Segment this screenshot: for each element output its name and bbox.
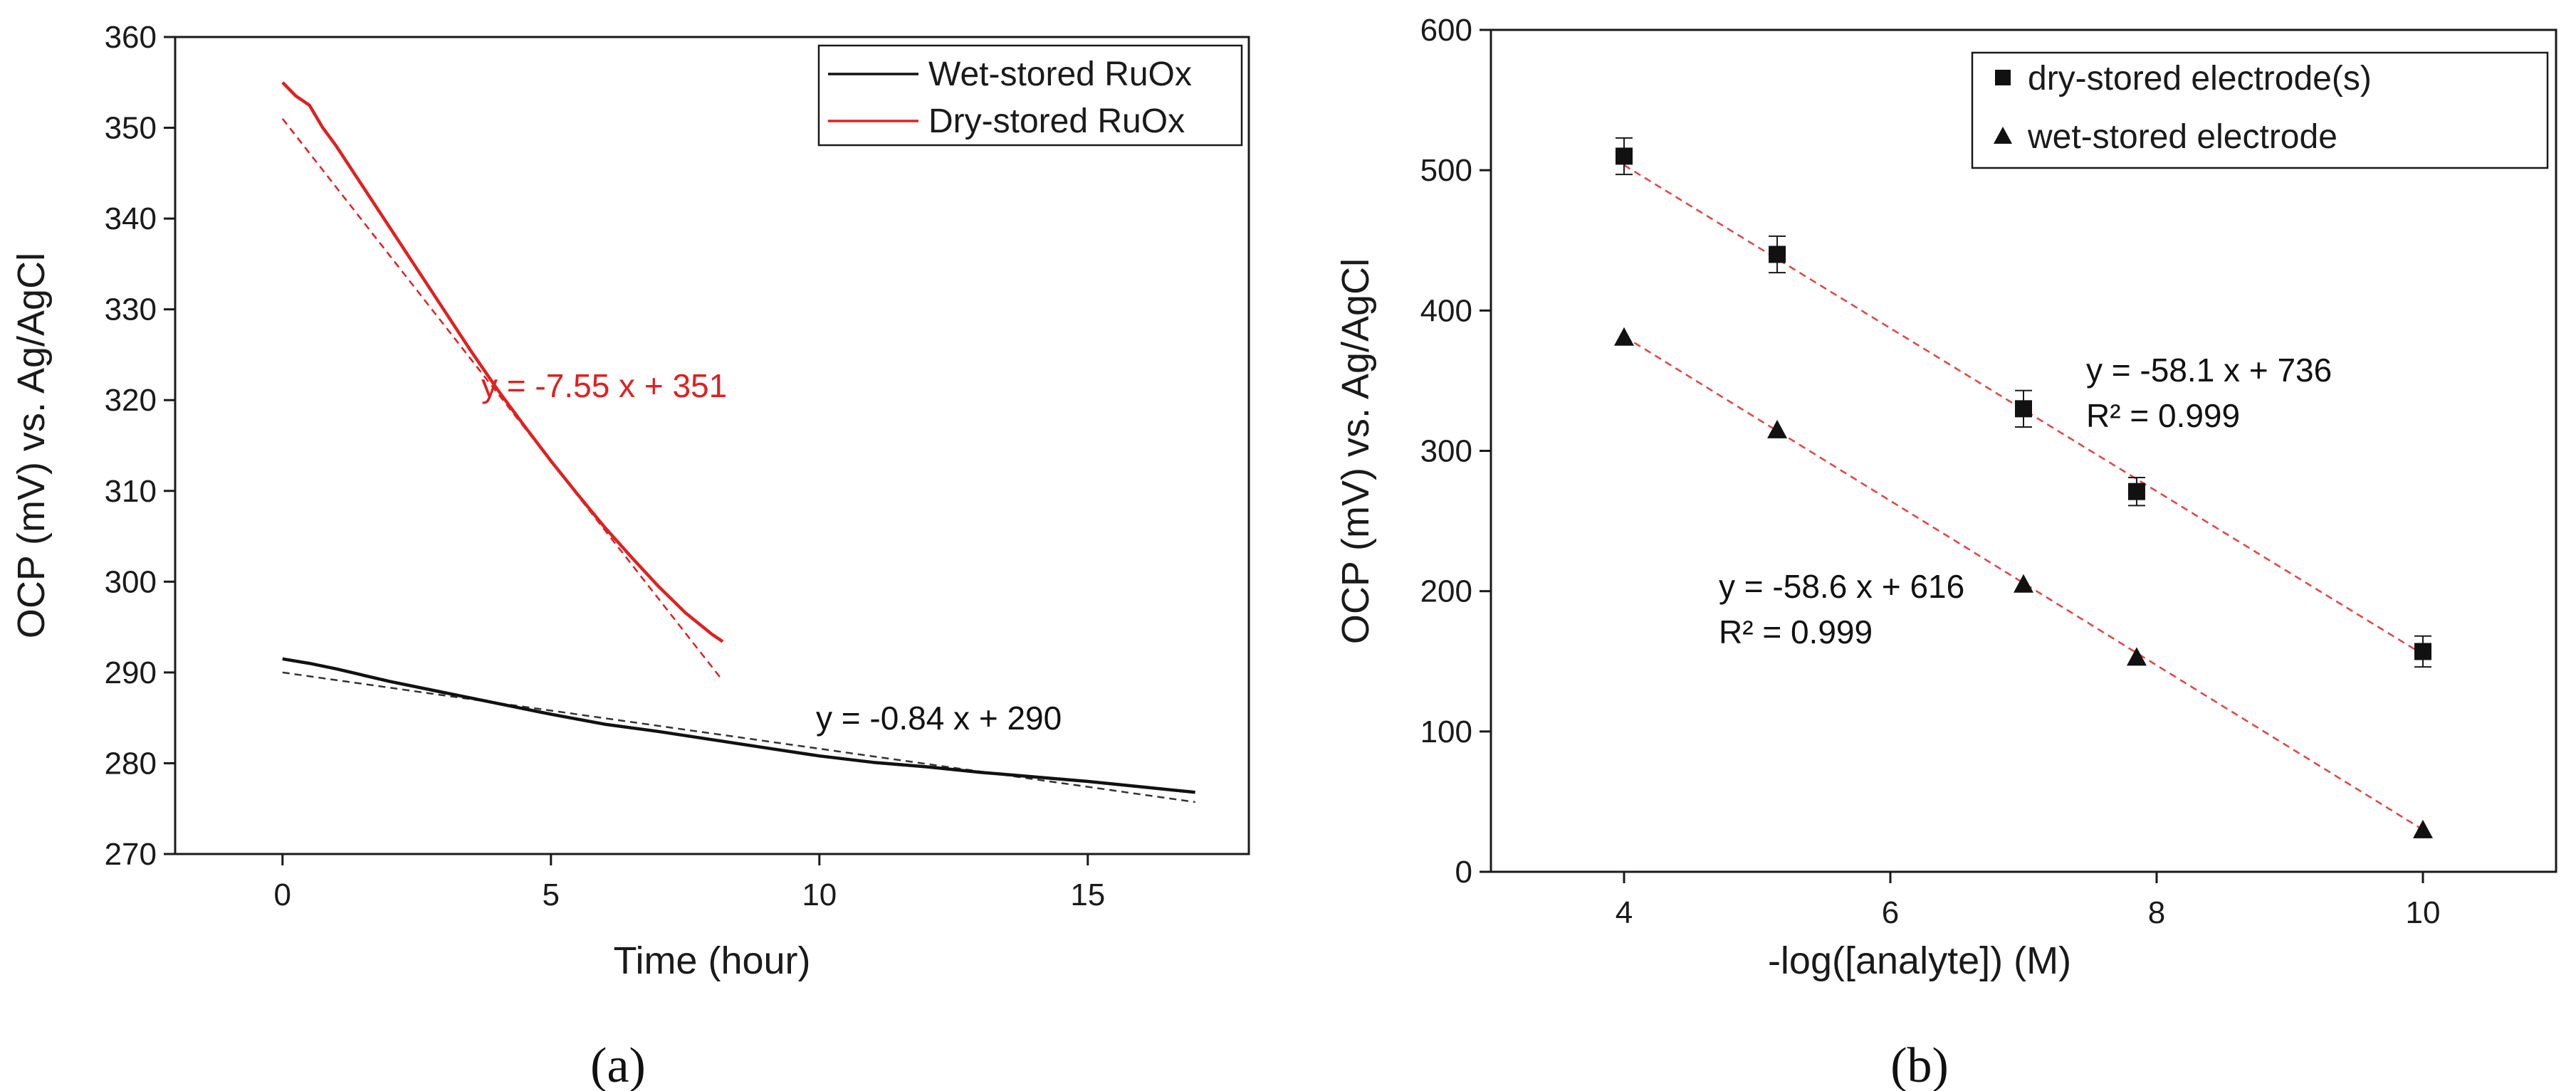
- panel-a-y-tick-label: 350: [105, 111, 157, 146]
- panel-a-fit-line-0: [282, 671, 1195, 803]
- panel-b-point-square: [1769, 246, 1786, 263]
- panel-b-fit-r2-wet: R² = 0.999: [1719, 613, 1873, 650]
- panel-b-legend-box: [1971, 51, 2549, 169]
- panel-b-x-tick-label: 6: [1882, 895, 1899, 930]
- panel-b-legend-label-dry: dry-stored electrode(s): [2028, 60, 2372, 97]
- panel-a-marks: [281, 81, 1195, 803]
- panel-b-y-tick-label: 500: [1420, 153, 1472, 188]
- panel-b-x-tick-label: 8: [2148, 895, 2165, 930]
- panel-b-marks: [1614, 137, 2433, 838]
- panel-b-y-tick-label: 0: [1455, 855, 1472, 890]
- panel-a-y-tick-label: 320: [105, 383, 157, 418]
- panel-a-x-tick-label: 10: [802, 877, 837, 912]
- panel-b-point-square: [2127, 483, 2145, 500]
- panel-b-point-square: [1616, 147, 1633, 165]
- panel-b-point-triangle: [2014, 574, 2033, 593]
- panel-a-legend: Wet-stored RuOx Dry-stored RuOx: [817, 44, 1243, 147]
- panel-a-y-tick-label: 280: [105, 746, 157, 781]
- panel-a-x-tick-label: 0: [274, 877, 291, 912]
- panel-a-y-tick-label: 310: [105, 474, 157, 509]
- panel-b-point-triangle: [2126, 647, 2147, 666]
- panel-a-x-axis-title: Time (hour): [613, 939, 810, 982]
- panel-b-y-axis-title: OCP (mV) vs. Ag/AgCl: [1334, 258, 1377, 644]
- panel-b-y-tick-label: 100: [1420, 715, 1472, 749]
- panel-a-axes: 0 5 10 15 270 280 290 300 310 320 330 340 350 360: [105, 20, 1106, 912]
- panel-b-point-triangle: [2413, 819, 2433, 838]
- panel-a-legend-label-wet: Wet-stored RuOx: [928, 56, 1192, 93]
- panel-b-fit-r2-dry: R² = 0.999: [2086, 397, 2240, 434]
- panel-a-fit-equation-dry: y = -7.55 x + 351: [481, 367, 727, 404]
- panel-a-legend-box: [817, 44, 1243, 147]
- panel-a-series-line-1: [281, 81, 724, 643]
- panel-b-y-tick-label: 300: [1420, 434, 1472, 469]
- panel-a-y-tick-label: 300: [105, 564, 157, 599]
- panel-b-fit-equation-dry: y = -58.1 x + 736: [2086, 352, 2332, 389]
- panel-b-x-tick-label: 4: [1616, 895, 1633, 930]
- panel-b-y-tick-label: 400: [1420, 293, 1472, 328]
- panel-b-legend-label-wet: wet-stored electrode: [2027, 118, 2337, 156]
- panel-b-point-triangle: [1614, 327, 1634, 346]
- panel-b-x-tick-label: 10: [2406, 895, 2441, 930]
- panel-a-x-tick-label: 5: [543, 877, 560, 912]
- panel-b-point-square: [2414, 643, 2431, 660]
- panel-a-fit-equation-wet: y = -0.84 x + 290: [816, 700, 1062, 737]
- panel-b-legend: dry-stored electrode(s) wet-stored elect…: [1971, 51, 2549, 169]
- panel-a-y-tick-label: 360: [105, 20, 157, 55]
- panel-a-legend-label-dry: Dry-stored RuOx: [928, 102, 1185, 140]
- panel-a-plot-frame: [174, 36, 1250, 855]
- panel-a-y-tick-label: 290: [105, 655, 157, 690]
- panel-a-chart: 0 5 10 15 270 280 290 300 310 320 330 340 350 360 Tim…: [10, 20, 1250, 1091]
- panel-b-y-tick-label: 200: [1420, 574, 1472, 609]
- panel-a-label: (a): [590, 1038, 646, 1091]
- panel-b-fit-line-0: [1623, 164, 2424, 655]
- panel-a-y-tick-label: 270: [105, 837, 157, 872]
- panel-b-point-square: [2015, 400, 2032, 418]
- panel-a-y-tick-label: 330: [105, 292, 157, 327]
- panel-b-legend-marker-square: [1995, 70, 2011, 85]
- panel-b-x-axis-title: -log([analyte]) (M): [1768, 939, 2071, 982]
- panel-b-point-triangle: [1767, 419, 1788, 438]
- panel-b-label: (b): [1890, 1038, 1949, 1091]
- panel-a-fit-line-1: [281, 118, 724, 682]
- panel-a-y-tick-label: 340: [105, 201, 157, 236]
- panel-b-legend-marker-triangle: [1994, 127, 2012, 144]
- panel-a-series-line-0: [282, 657, 1195, 794]
- panel-a-x-tick-label: 15: [1070, 877, 1105, 912]
- panel-b-fit-equation-wet: y = -58.6 x + 616: [1719, 568, 1964, 605]
- panel-a-y-axis-title: OCP (mV) vs. Ag/AgCl: [10, 253, 53, 638]
- panel-b-y-tick-label: 600: [1420, 13, 1472, 48]
